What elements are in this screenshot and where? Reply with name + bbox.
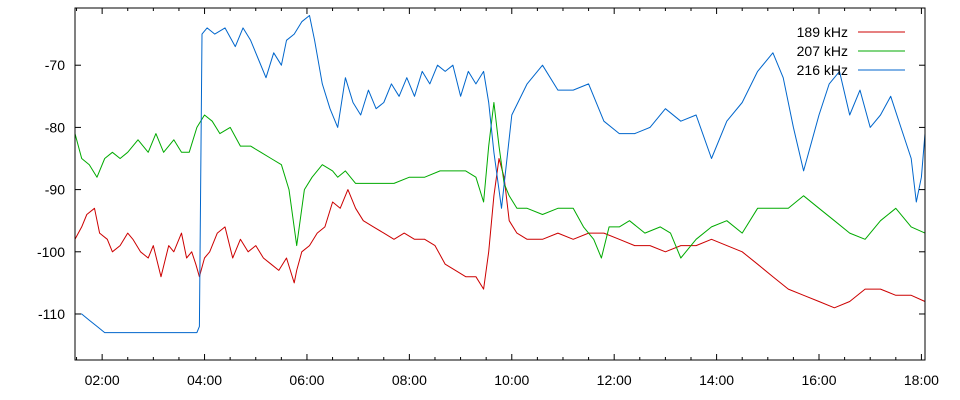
x-tick-label: 14:00 [699,372,734,388]
x-tick-label: 02:00 [85,372,120,388]
legend-label: 207 kHz [797,43,848,59]
x-tick-label: 18:00 [904,372,939,388]
x-tick-label: 08:00 [392,372,427,388]
series-line-207-khz [74,102,926,259]
y-tick-label: -90 [45,182,65,198]
plot-frame [74,7,926,361]
legend-label: 189 kHz [797,24,848,40]
y-tick-label: -110 [38,306,65,322]
y-tick-label: -100 [37,244,65,260]
x-tick-label: 04:00 [187,372,222,388]
y-tick-label: -70 [45,57,65,73]
x-tick-label: 10:00 [494,372,529,388]
x-tick-label: 12:00 [597,372,632,388]
legend: 189 kHz 207 kHz 216 kHz [797,24,905,78]
plot-area [74,15,926,334]
x-tick-label: 16:00 [801,372,836,388]
y-tick-label: -80 [45,119,65,135]
series-line-216-khz [75,15,926,334]
axes: -110 -100 -90 -80 -70 02:00 04:00 06:00 08:00 10:… [37,7,939,388]
legend-label: 216 kHz [797,62,848,78]
x-tick-label: 06:00 [289,372,324,388]
series-line-189-khz [74,158,926,309]
